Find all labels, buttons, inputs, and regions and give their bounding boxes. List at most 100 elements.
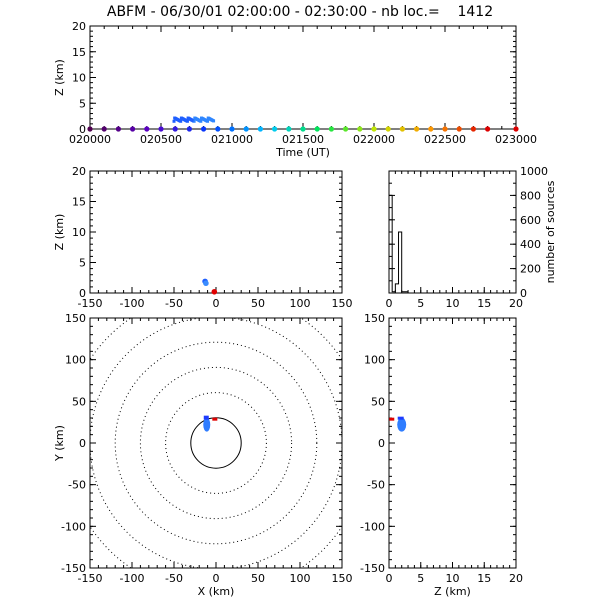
x_y-ytick-label: -50 [68,479,86,492]
z_y-ytick-label: -100 [360,520,385,533]
x_y-xlabel: X (km) [198,585,235,598]
time-marker [414,126,420,132]
time-marker [158,126,164,132]
x_z-frame [89,170,343,294]
z_y-ytick-label: -50 [367,479,385,492]
z_y-ytick-label: 150 [364,312,385,325]
histogram-xtick-label: 20 [509,297,523,310]
time-marker [215,126,221,132]
z_y-xtick-label: 20 [509,572,523,585]
xy-station [212,417,218,421]
time_height-xtick-label: 022000 [353,133,395,146]
histogram-ytick-label: 800 [520,189,541,202]
x_z-ytick-label: 10 [72,226,86,239]
x_y-xtick-label: 150 [332,572,353,585]
x_z-xtick-label: -100 [120,297,145,310]
x_z-panel [89,170,343,294]
source-point [190,118,194,122]
source-point [172,119,176,123]
z_y-xlabel: Z (km) [434,585,471,598]
x_y-xtick-label: 0 [213,572,220,585]
x_z-ylabel: Z (km) [53,214,66,251]
time-marker [87,126,93,132]
x_z-ytick-label: 20 [72,165,86,178]
histogram-ytick-label: 200 [520,263,541,276]
chart-title: ABFM - 06/30/01 02:00:00 - 02:30:00 - nb… [106,4,494,20]
source-point [199,119,203,123]
time-marker [272,126,278,132]
source-point [178,119,182,123]
x_y-ytick-label: 50 [72,395,86,408]
time-marker [428,126,434,132]
time-marker [314,126,320,132]
source-point [192,119,196,123]
x_z-xtick-label: -50 [165,297,183,310]
time_height-xlabel: Time (UT) [275,146,330,159]
x_z-xtick-label: 0 [213,297,220,310]
time-marker [399,126,405,132]
x_y-xtick-label: -150 [78,572,103,585]
range-ring [90,318,342,568]
z_y-xtick-label: 15 [477,572,491,585]
xz-point [203,280,209,287]
z_y-ytick-label: -150 [360,562,385,575]
source-point [200,116,204,120]
x_z-xtick-label: -150 [78,297,103,310]
z_y-xtick-label: 5 [417,572,424,585]
time-marker [371,126,377,132]
x_y-ytick-label: 0 [79,437,86,450]
source-point [181,117,185,121]
zy-cluster-top [397,416,404,420]
time_height-panel [89,25,517,130]
time_height-xtick-label: 021000 [211,133,253,146]
time-marker [300,126,306,132]
z_y-xtick-label: 0 [386,572,393,585]
source-point [184,119,188,123]
x_z-xtick-label: 100 [290,297,311,310]
x_y-ytick-label: 100 [65,354,86,367]
z_y-ytick-label: 100 [364,354,385,367]
time-marker [513,126,519,132]
source-point [187,117,191,121]
x_y-ytick-label: -150 [61,562,86,575]
time_height-ytick-label: 5 [79,97,86,110]
source-point [209,117,213,121]
xy-cluster-top [203,415,209,420]
histogram-xtick-label: 15 [477,297,491,310]
time-marker [229,126,235,132]
histogram-ytick-label: 400 [520,238,541,251]
time-marker [186,126,192,132]
x_y-xtick-label: -50 [165,572,183,585]
source-point [203,118,207,122]
histogram-ylabel: number of sources [544,180,557,283]
z_y-ytick-label: 50 [371,395,385,408]
x_z-xtick-label: 50 [251,297,265,310]
xy-cluster [203,417,211,432]
source-point [212,119,216,123]
histogram-panel [388,170,517,294]
time_height-xtick-label: 022500 [424,133,466,146]
time-marker [257,126,263,132]
time-marker [343,126,349,132]
histogram-line [388,194,516,294]
source-point [206,119,210,123]
x_y-ytick-label: -100 [61,520,86,533]
time_height-frame [89,25,517,130]
time-marker [385,126,391,132]
time_height-ylabel: Z (km) [53,59,66,96]
histogram-ytick-label: 1000 [520,165,548,178]
histogram-xtick-label: 10 [446,297,460,310]
range-rings [90,318,342,568]
source-point [193,116,197,120]
time_height-xtick-label: 021500 [282,133,324,146]
x_z-ytick-label: 0 [79,287,86,300]
time-marker [470,126,476,132]
zy-cluster [397,417,407,432]
xz-point [211,288,218,295]
x_z-ytick-label: 5 [79,257,86,270]
z_y-ytick-label: 0 [378,437,385,450]
time-marker [144,126,150,132]
time-marker [357,126,363,132]
time-marker [243,126,249,132]
